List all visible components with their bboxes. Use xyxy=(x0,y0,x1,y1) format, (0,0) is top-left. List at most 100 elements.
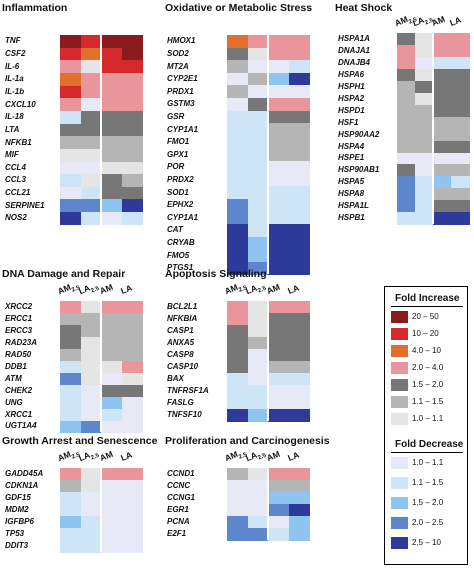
group-separator xyxy=(100,35,102,225)
heatmap-cell xyxy=(268,47,289,61)
heatmap-cell xyxy=(121,47,143,61)
column-header-la: LA xyxy=(119,449,133,463)
gene-label: GPX1 xyxy=(167,149,189,159)
heatmap-cell xyxy=(268,516,289,529)
panel-title: Proliferation and Carcinogenesis xyxy=(165,435,330,447)
heatmap-cell xyxy=(80,528,102,541)
legend-label: 2.0 – 2.5 xyxy=(412,518,444,527)
heatmap-cell xyxy=(60,336,81,350)
heatmap-cell xyxy=(415,80,434,94)
heatmap-cell xyxy=(80,85,102,99)
heatmap-cell xyxy=(451,92,470,106)
column-header-text: AM xyxy=(265,281,282,296)
heatmap-cell xyxy=(268,98,289,112)
heatmap-cell xyxy=(101,348,122,362)
gene-label: FASLG xyxy=(167,398,194,407)
gene-label: DDIT3 xyxy=(5,541,29,550)
legend-heading: Fold Decrease xyxy=(395,439,464,450)
heatmap-cell xyxy=(415,164,434,177)
gene-label: XRCC1 xyxy=(5,409,33,419)
heatmap-cell xyxy=(268,110,289,124)
heatmap-cell xyxy=(288,211,310,225)
column-header-am: AM xyxy=(98,449,114,463)
heatmap-cell xyxy=(227,211,248,225)
gene-label: DDB1 xyxy=(5,361,27,371)
gene-label: UNG xyxy=(5,397,23,407)
heatmap-cell xyxy=(101,516,122,529)
gene-label: CASP10 xyxy=(167,362,199,371)
heatmap-cell xyxy=(227,60,248,74)
gene-label: GADD45A xyxy=(5,469,44,478)
gene-label: ANXA5 xyxy=(167,338,195,347)
heatmap-cell xyxy=(80,212,102,226)
heatmap-cell xyxy=(60,136,81,150)
column-header-la: LA xyxy=(286,282,300,296)
heatmap-cell xyxy=(60,516,81,529)
heatmap-cell xyxy=(60,60,81,74)
group-separator xyxy=(432,33,434,225)
heatmap-cell xyxy=(227,313,248,326)
heatmap-cell xyxy=(101,468,122,481)
heatmap-cell xyxy=(415,128,434,142)
heatmap-cell xyxy=(80,148,102,162)
heatmap-cell xyxy=(121,540,143,553)
gene-label: EGR1 xyxy=(167,505,189,514)
heatmap-cell xyxy=(121,360,143,374)
gene-label: PCNA xyxy=(167,517,190,526)
heatmap-cell xyxy=(268,373,289,386)
heatmap-cell xyxy=(101,186,122,200)
heatmap-cell xyxy=(247,236,269,250)
heatmap-cell xyxy=(433,80,452,94)
heatmap-cell xyxy=(288,516,310,529)
gene-label: MDM2 xyxy=(5,505,29,514)
heatmap-cell xyxy=(415,200,434,213)
gene-label: CYP2E1 xyxy=(167,74,198,84)
heatmap-cell xyxy=(433,200,452,213)
heatmap-cell xyxy=(227,492,248,505)
heatmap-cell xyxy=(80,540,102,553)
gene-label: HSP90AA2 xyxy=(338,129,380,139)
heatmap-cell xyxy=(227,516,248,529)
heatmap-cell xyxy=(288,337,310,350)
gene-label: TP53 xyxy=(5,529,25,538)
heatmap-cell xyxy=(247,325,269,338)
gene-label: POR xyxy=(167,162,185,172)
heatmap-cell xyxy=(247,516,269,529)
heatmap-cell xyxy=(288,72,310,86)
heatmap-grid xyxy=(397,33,470,225)
heatmap-grid xyxy=(60,301,143,433)
heatmap-cell xyxy=(121,372,143,386)
heatmap-cell xyxy=(433,176,452,189)
heatmap-cell xyxy=(247,173,269,187)
heatmap-cell xyxy=(268,224,289,238)
gene-label: GSR xyxy=(167,111,185,121)
column-header-text: LA xyxy=(118,282,134,296)
heatmap-cell xyxy=(247,72,269,86)
heatmap-cell xyxy=(268,397,289,410)
column-header-la: LA2.5 xyxy=(244,280,267,299)
heatmap-cell xyxy=(227,148,248,162)
heatmap-cell xyxy=(415,188,434,201)
heatmap-cell xyxy=(288,198,310,212)
panel-title: Apoptosis Signaling xyxy=(165,268,267,280)
heatmap-cell xyxy=(288,325,310,338)
heatmap-cell xyxy=(268,301,289,314)
gene-label: ERCC3 xyxy=(5,325,33,335)
heatmap-cell xyxy=(227,123,248,137)
heatmap-cell xyxy=(227,301,248,314)
heatmap-cell xyxy=(288,385,310,398)
gene-label: FMO1 xyxy=(167,137,190,147)
heatmap-cell xyxy=(60,348,81,362)
heatmap-cell xyxy=(268,361,289,374)
heatmap-cell xyxy=(247,337,269,350)
heatmap-cell xyxy=(227,173,248,187)
heatmap-cell xyxy=(247,161,269,175)
heatmap-cell xyxy=(451,212,470,225)
heatmap-cell xyxy=(80,336,102,350)
heatmap-cell xyxy=(247,135,269,149)
gene-label: SOD1 xyxy=(167,187,189,197)
heatmap-cell xyxy=(268,211,289,225)
heatmap-cell xyxy=(268,385,289,398)
heatmap-cell xyxy=(433,152,452,165)
heatmap-cell xyxy=(451,200,470,213)
